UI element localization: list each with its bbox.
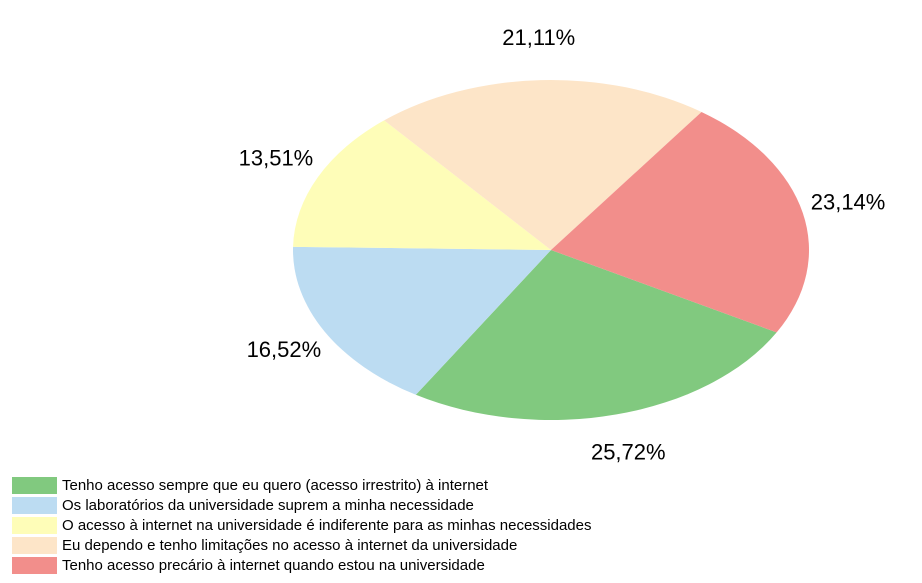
legend-label: Eu dependo e tenho limitações no acesso … [62, 537, 517, 554]
legend-label: Tenho acesso sempre que eu quero (acesso… [62, 477, 489, 494]
value-label: 21,11% [502, 25, 575, 50]
value-label: 23,14% [811, 190, 886, 215]
legend-label: O acesso à internet na universidade é in… [62, 517, 592, 534]
legend-swatch [12, 497, 57, 514]
pie-slice [415, 250, 777, 420]
legend-swatch [12, 557, 57, 574]
value-label: 13,51% [239, 145, 314, 170]
legend-label: Tenho acesso precário à internet quando … [62, 557, 485, 574]
pie-slice [551, 111, 809, 333]
value-label: 25,72% [591, 440, 666, 465]
pie-slice [293, 246, 551, 395]
legend-swatch [12, 537, 57, 554]
pie-slice [293, 120, 551, 251]
value-label: 16,52% [247, 337, 322, 362]
legend-swatch [12, 517, 57, 534]
pie-slice [384, 79, 702, 250]
legend-swatch [12, 477, 57, 494]
legend-label: Os laboratórios da universidade suprem a… [62, 497, 474, 514]
